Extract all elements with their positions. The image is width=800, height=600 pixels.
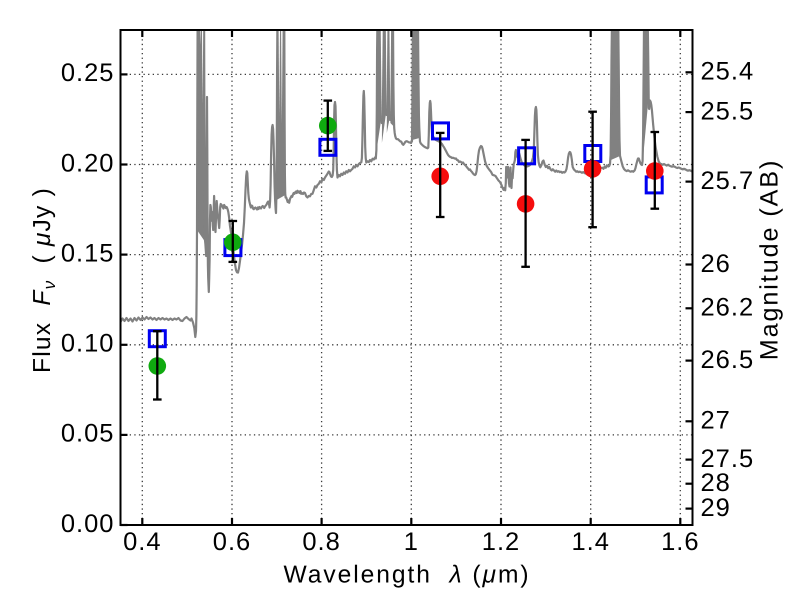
svg-text:28: 28 [701, 469, 731, 497]
svg-text:0.15: 0.15 [61, 239, 115, 267]
svg-text:25.5: 25.5 [701, 97, 755, 125]
svg-text:26: 26 [701, 250, 731, 278]
svg-text:1.6: 1.6 [661, 528, 699, 556]
svg-text:27.5: 27.5 [701, 445, 755, 473]
svg-text:1.4: 1.4 [571, 528, 609, 556]
svg-text:25.4: 25.4 [701, 58, 755, 86]
svg-text:Wavelength λ (μm): Wavelength λ (μm) [283, 562, 530, 589]
svg-text:Flux Fν ( μJy ): Flux Fν ( μJy ) [29, 187, 59, 373]
svg-text:0.05: 0.05 [61, 420, 115, 448]
svg-text:29: 29 [701, 494, 731, 522]
svg-text:0.8: 0.8 [302, 528, 340, 556]
svg-text:0.10: 0.10 [61, 330, 115, 358]
svg-text:0.6: 0.6 [213, 528, 251, 556]
svg-text:25.7: 25.7 [701, 167, 755, 195]
svg-text:1: 1 [404, 528, 419, 556]
svg-text:1.2: 1.2 [482, 528, 520, 556]
svg-text:0.25: 0.25 [61, 59, 115, 87]
svg-text:27: 27 [701, 407, 731, 435]
svg-text:26.5: 26.5 [701, 346, 755, 374]
svg-text:Magnitude (AB): Magnitude (AB) [756, 159, 784, 361]
svg-text:0.00: 0.00 [61, 510, 115, 538]
svg-text:26.2: 26.2 [701, 294, 755, 322]
svg-text:0.4: 0.4 [123, 528, 161, 556]
svg-text:0.20: 0.20 [61, 149, 115, 177]
